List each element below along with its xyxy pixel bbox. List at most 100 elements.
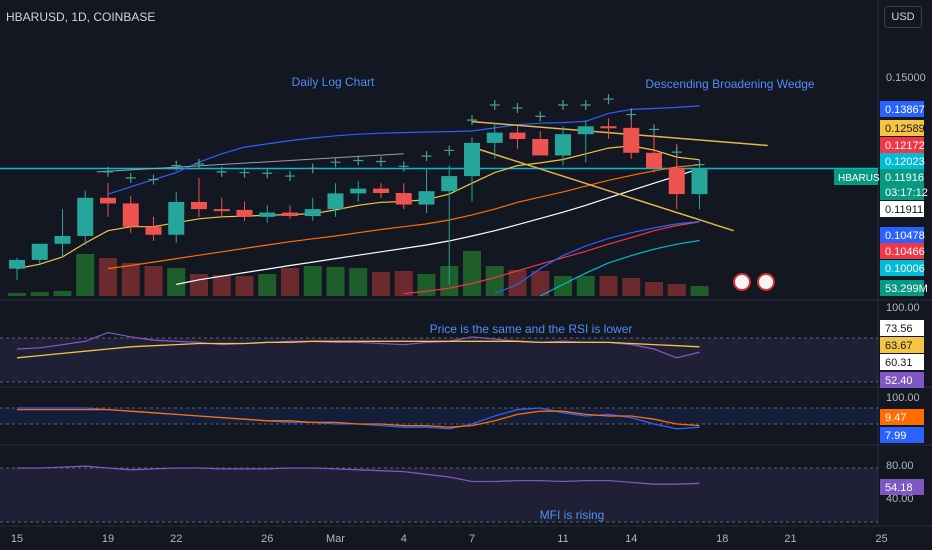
volume-bar bbox=[508, 270, 527, 296]
cyan-ma-line bbox=[540, 239, 700, 297]
cross-marker bbox=[649, 124, 659, 135]
currency-button[interactable]: USD bbox=[884, 6, 922, 28]
cross-marker bbox=[307, 163, 318, 174]
volume-bar bbox=[326, 267, 345, 296]
event-flag-icon bbox=[757, 273, 775, 291]
candle-body bbox=[122, 203, 139, 227]
price-axis[interactable]: 100.00 73.56 63.67 60.31 52.40 100.00 9.47 7.99… bbox=[834, 72, 928, 505]
time-axis-label: 14 bbox=[625, 533, 637, 545]
macd-line bbox=[17, 408, 700, 428]
lower-trendline bbox=[471, 146, 734, 232]
candle-body bbox=[100, 197, 116, 204]
symbol-tag: HBARUSD bbox=[838, 173, 887, 184]
annotation-rsi: Price is the same and the RSI is lower bbox=[430, 322, 633, 336]
cross-marker bbox=[444, 145, 455, 156]
volume-bar bbox=[76, 254, 95, 296]
price-axis-label: 0.11911 bbox=[885, 204, 923, 216]
price-axis-label-bg bbox=[880, 169, 924, 185]
symbol-tag-bg bbox=[834, 169, 878, 185]
volume-bar bbox=[394, 271, 413, 296]
candle-body bbox=[168, 201, 185, 235]
cross-marker bbox=[558, 99, 568, 110]
volume-bar bbox=[8, 293, 26, 296]
volume-bar bbox=[144, 266, 163, 296]
price-axis-label-bg bbox=[880, 227, 924, 243]
rsi-value-label: 60.31 bbox=[885, 357, 913, 369]
cross-marker bbox=[603, 94, 614, 105]
time-axis-label: 18 bbox=[716, 533, 728, 545]
cross-marker bbox=[489, 99, 500, 110]
candle-body bbox=[77, 197, 94, 236]
volume-bar bbox=[303, 266, 322, 296]
cross-marker bbox=[512, 102, 523, 113]
annotation-daily-log: Daily Log Chart bbox=[292, 75, 375, 89]
volume-bar bbox=[212, 275, 231, 296]
cross-marker bbox=[103, 166, 113, 177]
wedge-trendlines bbox=[96, 120, 768, 232]
volume-bar bbox=[622, 278, 641, 296]
cross-marker bbox=[171, 160, 182, 171]
rsi-value-label-bg bbox=[880, 372, 924, 388]
price-axis-label: 0.10478 bbox=[885, 230, 925, 242]
oscillator-panes bbox=[0, 331, 878, 523]
volume-bar bbox=[372, 272, 390, 296]
chart-text: Daily Log Chart Descending Broadening We… bbox=[292, 75, 815, 522]
candles bbox=[9, 107, 708, 285]
symbol-title: HBARUSD, 1D, COINBASE bbox=[6, 10, 156, 24]
blue-ma-line bbox=[494, 220, 700, 295]
cross-marker bbox=[353, 155, 364, 166]
candle-body bbox=[304, 209, 321, 217]
price-axis-label: 0.11916 bbox=[885, 172, 924, 184]
macd-value-label: 9.47 bbox=[885, 412, 906, 424]
candle-body bbox=[555, 134, 571, 156]
price-axis-label-bg bbox=[880, 184, 924, 200]
price-axis-label-bg bbox=[880, 260, 924, 276]
prior-range-line bbox=[96, 153, 404, 173]
mfi-value-label: 54.18 bbox=[885, 482, 913, 494]
cross-marker bbox=[580, 99, 591, 110]
candle-body bbox=[259, 212, 276, 217]
price-axis-label-bg bbox=[880, 153, 924, 169]
candle-body bbox=[9, 259, 25, 269]
time-axis-label: 11 bbox=[557, 533, 568, 545]
candle-body bbox=[191, 201, 207, 210]
candle-body bbox=[623, 127, 640, 153]
time-axis-label: 25 bbox=[875, 533, 887, 545]
time-axis-label: 26 bbox=[261, 533, 273, 545]
rsi-value-label: 52.40 bbox=[885, 375, 913, 387]
time-axis-label: Mar bbox=[326, 533, 345, 545]
time-axis-label: 7 bbox=[469, 533, 475, 545]
candle-body bbox=[577, 126, 594, 135]
candle-body bbox=[646, 152, 662, 169]
price-axis-label-bg bbox=[880, 120, 924, 136]
rsi-value-label-bg bbox=[880, 320, 924, 336]
cross-marker bbox=[216, 166, 227, 177]
mfi-value-label: 40.00 bbox=[886, 493, 914, 505]
candle-body bbox=[532, 138, 549, 156]
time-axis[interactable]: 15 19 22 26 Mar 4 7 11 14 18 21 25 bbox=[11, 533, 888, 545]
candle-body bbox=[600, 126, 617, 129]
cross-marker bbox=[194, 158, 204, 169]
volume-bar bbox=[349, 268, 368, 296]
slow-ema-line bbox=[176, 168, 700, 285]
price-axis-label: 0.13867 bbox=[885, 104, 925, 116]
candle-body bbox=[236, 209, 253, 217]
volume-bar bbox=[554, 276, 572, 296]
rsi-band bbox=[0, 338, 878, 382]
cross-marker bbox=[330, 157, 341, 168]
cross-marker bbox=[285, 171, 295, 182]
mfi-value-label-bg bbox=[880, 479, 924, 495]
volume-bar bbox=[690, 286, 709, 296]
upper-trendline bbox=[471, 120, 768, 147]
mfi-band bbox=[0, 468, 878, 522]
macd-value-label-bg bbox=[880, 427, 924, 443]
cross-marker bbox=[535, 111, 546, 122]
price-axis-label-bg bbox=[880, 280, 924, 296]
rsi-value-label: 73.56 bbox=[885, 323, 913, 335]
price-axis-label-bg bbox=[880, 137, 924, 153]
cross-marker bbox=[694, 159, 705, 170]
candle-body bbox=[509, 132, 526, 139]
time-axis-label: 15 bbox=[11, 533, 23, 545]
macd-value-label-bg bbox=[880, 409, 924, 425]
